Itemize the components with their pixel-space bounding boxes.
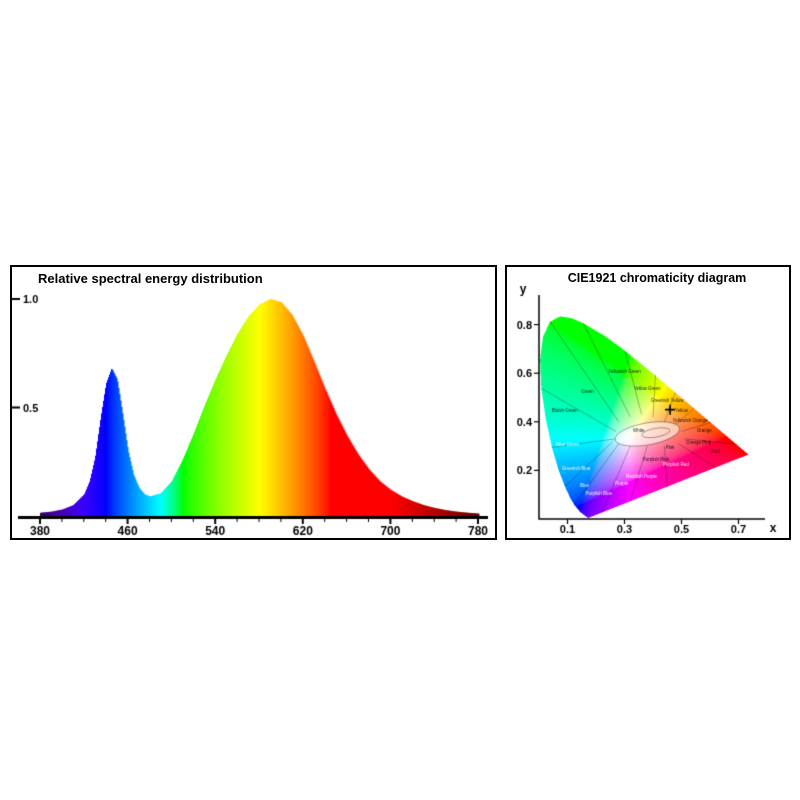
chromaticity-chart-title: CIE1921 chromaticity diagram xyxy=(567,271,747,285)
chromaticity-panel: CIE1921 chromaticity diagram xyxy=(505,265,791,540)
spectral-chart-canvas xyxy=(12,267,495,538)
spectral-distribution-panel: Relative spectral energy distribution xyxy=(10,265,497,540)
chromaticity-chart-canvas xyxy=(507,267,789,538)
spectral-chart-title: Relative spectral energy distribution xyxy=(38,271,263,286)
